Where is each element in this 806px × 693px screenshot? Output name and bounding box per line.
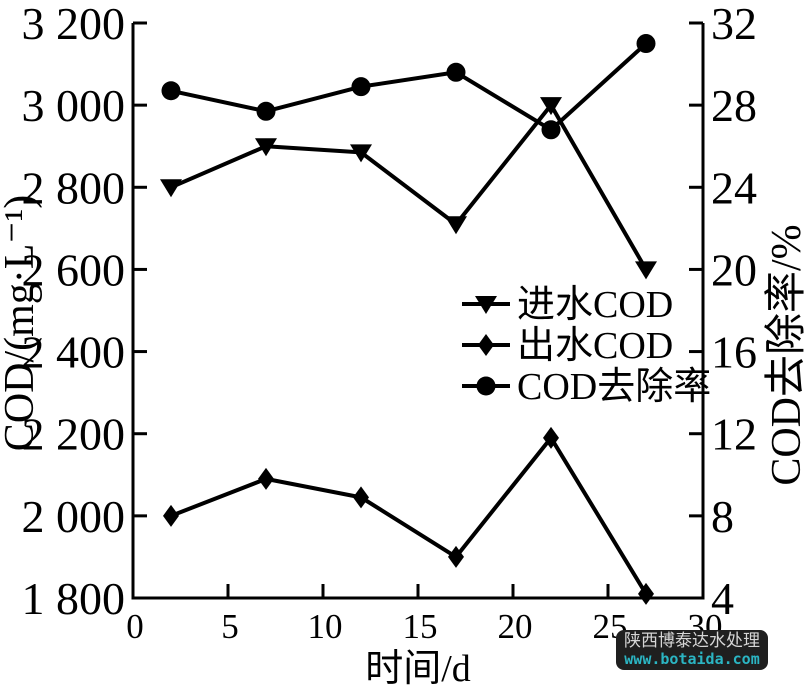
circle-marker bbox=[476, 376, 496, 396]
series-line bbox=[169, 435, 648, 596]
diamond-marker bbox=[478, 334, 494, 356]
triangle-down-marker bbox=[445, 216, 467, 235]
triangle-down-marker bbox=[475, 296, 497, 314]
triangle-down-marker bbox=[350, 144, 372, 163]
triangle-down-marker bbox=[540, 97, 562, 116]
series-influent-cod bbox=[160, 97, 657, 280]
diamond-marker bbox=[353, 486, 369, 509]
legend-item: COD去除率 bbox=[462, 366, 711, 408]
left-tick-label: 3 200 bbox=[22, 0, 126, 49]
left-tick-label: 3 000 bbox=[22, 80, 126, 131]
right-tick-label: 4 bbox=[711, 573, 734, 624]
diamond-marker bbox=[258, 467, 274, 490]
right-tick-label: 20 bbox=[711, 244, 757, 295]
circle-marker bbox=[636, 34, 656, 54]
series-effluent-cod bbox=[163, 426, 654, 605]
diamond-marker bbox=[163, 504, 179, 527]
watermark: 陕西博泰达水处理 www.botaida.com bbox=[616, 630, 768, 670]
circle-marker bbox=[256, 101, 276, 121]
left-tick-label: 2 200 bbox=[22, 409, 126, 460]
series-line bbox=[169, 103, 648, 272]
diamond-marker bbox=[448, 545, 464, 568]
legend-label: 进水COD bbox=[517, 284, 673, 326]
x-tick-label: 20 bbox=[498, 607, 533, 646]
x-tick-label: 15 bbox=[403, 607, 438, 646]
watermark-url: www.botaida.com bbox=[624, 650, 760, 669]
diamond-marker bbox=[543, 426, 559, 449]
right-tick-label: 28 bbox=[711, 80, 757, 131]
series-cod-removal-rate bbox=[161, 34, 656, 140]
left-tick-label: 2 400 bbox=[22, 327, 126, 378]
left-tick-label: 2 600 bbox=[22, 244, 126, 295]
triangle-down-marker bbox=[635, 261, 657, 280]
legend-item: 出水COD bbox=[462, 325, 673, 367]
triangle-down-marker bbox=[255, 138, 277, 157]
diamond-marker bbox=[638, 582, 654, 605]
circle-marker bbox=[161, 81, 181, 101]
circle-marker bbox=[446, 62, 466, 82]
watermark-company: 陕西博泰达水处理 bbox=[624, 631, 760, 651]
x-axis-title: 时间/d bbox=[365, 648, 471, 690]
legend-label: COD去除率 bbox=[517, 366, 711, 408]
left-axis-title: COD/(mg·L⁻¹) bbox=[0, 195, 43, 451]
left-tick-label: 1 800 bbox=[22, 573, 126, 624]
x-tick-label: 10 bbox=[308, 607, 343, 646]
triangle-down-marker bbox=[160, 179, 182, 198]
right-tick-label: 12 bbox=[711, 409, 757, 460]
right-tick-label: 32 bbox=[711, 0, 757, 49]
x-tick-label: 5 bbox=[221, 607, 239, 646]
legend-item: 进水COD bbox=[462, 284, 673, 326]
legend-label: 出水COD bbox=[517, 325, 673, 367]
series-line bbox=[169, 41, 648, 132]
circle-marker bbox=[541, 120, 561, 140]
left-tick-label: 2 000 bbox=[22, 491, 126, 542]
right-tick-label: 24 bbox=[711, 162, 757, 213]
right-tick-label: 8 bbox=[711, 491, 734, 542]
x-tick-label: 0 bbox=[126, 607, 144, 646]
circle-marker bbox=[351, 77, 371, 97]
left-tick-label: 2 800 bbox=[22, 162, 126, 213]
right-tick-label: 16 bbox=[711, 327, 757, 378]
right-axis-title: COD去除率/% bbox=[763, 224, 806, 485]
